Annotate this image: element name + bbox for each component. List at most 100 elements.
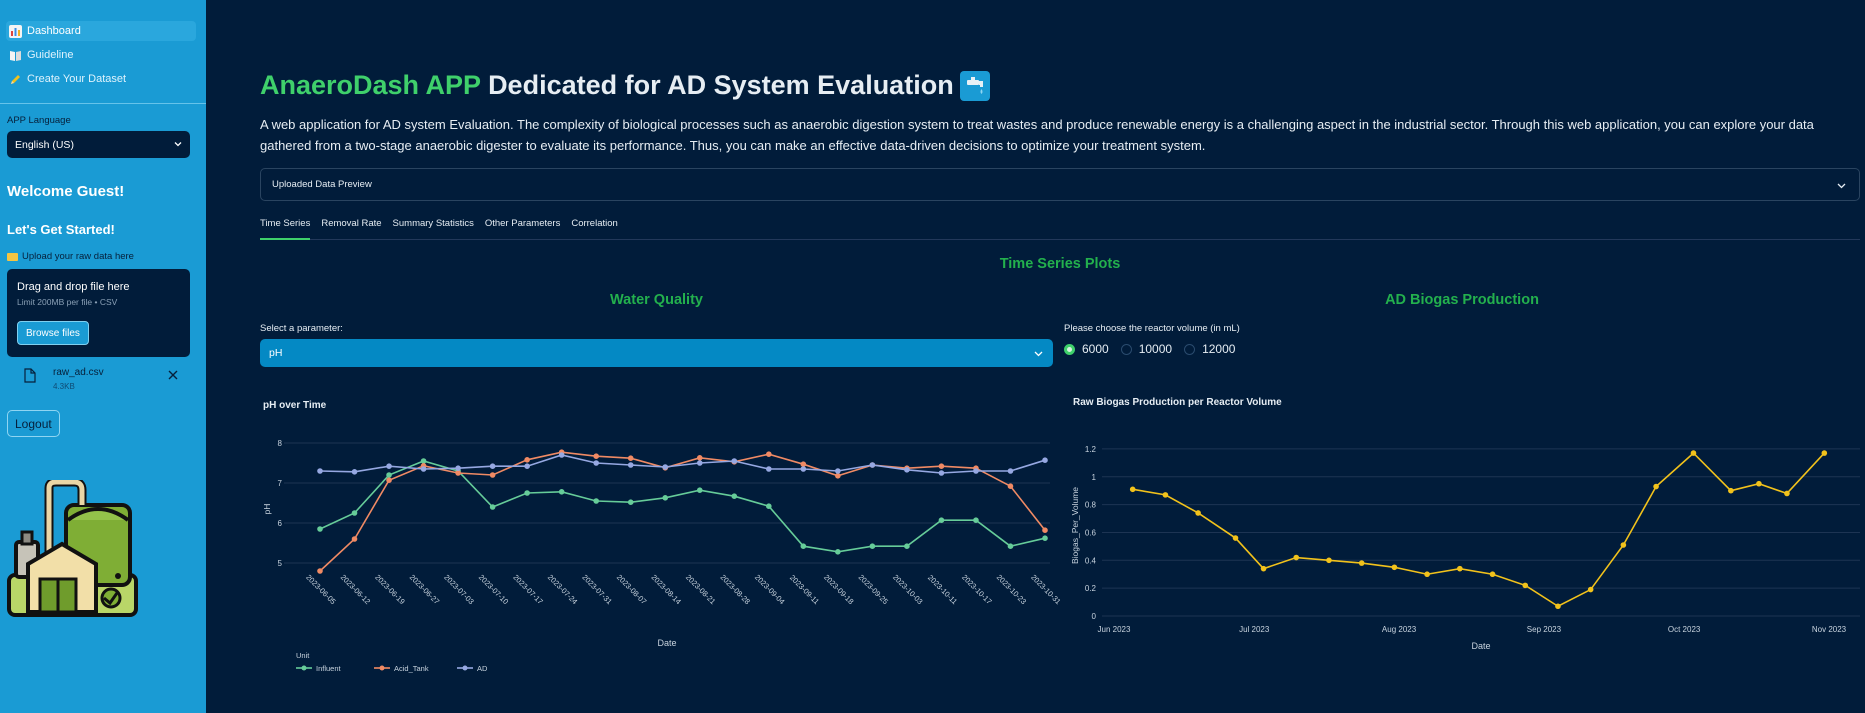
y-tick-label: 0.4 bbox=[1085, 556, 1097, 565]
data-preview-expander[interactable]: Uploaded Data Preview bbox=[260, 168, 1860, 201]
x-tick-label: 2023-08-14 bbox=[649, 573, 682, 606]
uploaded-file-size: 4.3KB bbox=[53, 382, 75, 391]
folder-icon bbox=[7, 252, 18, 261]
language-select[interactable]: English (US) bbox=[7, 131, 190, 158]
browse-files-button[interactable]: Browse files bbox=[17, 321, 89, 345]
data-point-ad bbox=[1042, 457, 1048, 463]
data-point-influent bbox=[662, 495, 669, 501]
series-line-ad bbox=[319, 454, 1046, 474]
tab-other-parameters[interactable]: Other Parameters bbox=[484, 218, 561, 229]
x-tick-label: 2023-06-12 bbox=[339, 573, 372, 606]
data-point-ad bbox=[524, 463, 530, 469]
y-tick-label: 5 bbox=[278, 559, 283, 568]
data-point-biogas bbox=[1129, 486, 1136, 493]
legend-swatch-point bbox=[379, 665, 385, 671]
water-quality-heading: Water Quality bbox=[610, 292, 703, 308]
nav-item-guideline[interactable]: Guideline bbox=[6, 45, 196, 65]
y-axis-label: pH bbox=[262, 504, 272, 515]
dropzone-title: Drag and drop file here bbox=[17, 281, 130, 293]
data-point-biogas bbox=[1391, 564, 1398, 571]
nav-item-create-dataset[interactable]: Create Your Dataset bbox=[6, 69, 196, 89]
x-tick-label: 2023-06-19 bbox=[373, 573, 406, 606]
data-point-influent bbox=[627, 499, 634, 505]
x-tick-label: Jul 2023 bbox=[1239, 625, 1270, 634]
x-tick-label: 2023-07-17 bbox=[511, 573, 544, 606]
radio-selected-icon bbox=[1064, 343, 1075, 355]
legend-entry: Influent bbox=[316, 664, 342, 673]
y-tick-label: 1.2 bbox=[1085, 445, 1097, 454]
data-point-acid_tank bbox=[351, 536, 358, 542]
data-point-acid_tank bbox=[489, 472, 496, 478]
data-point-biogas bbox=[1587, 586, 1594, 593]
data-point-ad bbox=[904, 467, 910, 473]
sidebar: Dashboard Guideline Create Your Dataset … bbox=[0, 0, 206, 713]
get-started-heading: Let's Get Started! bbox=[7, 222, 115, 237]
x-tick-label: 2023-10-17 bbox=[960, 573, 993, 606]
radio-label: 6000 bbox=[1082, 342, 1109, 356]
data-point-ad bbox=[351, 469, 358, 475]
data-point-ad bbox=[489, 463, 496, 469]
tab-removal-rate[interactable]: Removal Rate bbox=[321, 218, 382, 229]
tab-correlation[interactable]: Correlation bbox=[571, 218, 618, 229]
parameter-select-value: pH bbox=[269, 347, 283, 359]
radio-volume-10000[interactable]: 10000 bbox=[1120, 342, 1173, 356]
x-tick-label: Oct 2023 bbox=[1668, 625, 1701, 634]
data-point-biogas bbox=[1522, 582, 1529, 589]
data-point-influent bbox=[696, 487, 703, 493]
data-point-ad bbox=[800, 466, 807, 472]
data-point-biogas bbox=[1489, 571, 1496, 578]
x-tick-label: 2023-07-31 bbox=[580, 573, 613, 606]
data-point-ad bbox=[317, 468, 323, 474]
y-tick-label: 8 bbox=[278, 439, 283, 448]
parameter-select[interactable]: pH bbox=[260, 339, 1053, 367]
x-tick-label: 2023-08-28 bbox=[718, 573, 751, 606]
data-point-influent bbox=[317, 526, 323, 532]
bar-chart-icon bbox=[9, 24, 22, 38]
tab-summary-statistics[interactable]: Summary Statistics bbox=[392, 218, 474, 229]
legend-entry: Acid_Tank bbox=[394, 664, 429, 673]
data-point-biogas bbox=[1232, 535, 1239, 541]
data-point-ad bbox=[731, 458, 738, 464]
y-tick-label: 0.2 bbox=[1085, 584, 1097, 593]
parameter-select-label: Select a parameter: bbox=[260, 323, 343, 334]
x-tick-label: 2023-08-21 bbox=[684, 573, 717, 606]
close-icon[interactable] bbox=[167, 369, 179, 381]
tab-time-series[interactable]: Time Series bbox=[260, 218, 311, 240]
data-point-biogas bbox=[1293, 554, 1300, 561]
radio-volume-6000[interactable]: 6000 bbox=[1064, 342, 1109, 356]
x-tick-label: 2023-09-04 bbox=[753, 573, 786, 606]
radio-volume-12000[interactable]: 12000 bbox=[1184, 342, 1235, 356]
intro-paragraph: A web application for AD system Evaluati… bbox=[260, 117, 1814, 153]
data-point-influent bbox=[731, 493, 738, 499]
file-dropzone[interactable]: Drag and drop file here Limit 200MB per … bbox=[7, 269, 190, 357]
nav-item-dashboard[interactable]: Dashboard bbox=[6, 21, 196, 41]
data-point-ad bbox=[696, 460, 703, 466]
x-tick-label: 2023-07-10 bbox=[477, 573, 510, 606]
logout-button[interactable]: Logout bbox=[7, 410, 60, 437]
data-point-influent bbox=[351, 510, 358, 516]
data-point-ad bbox=[869, 462, 876, 468]
reactor-volume-label: Please choose the reactor volume (in mL) bbox=[1064, 323, 1240, 334]
water-tap-icon bbox=[959, 70, 990, 101]
language-select-value: English (US) bbox=[15, 138, 74, 151]
data-point-biogas bbox=[1424, 571, 1430, 578]
data-point-biogas bbox=[1457, 565, 1463, 572]
tab-bar: Time Series Removal Rate Summary Statist… bbox=[260, 218, 1860, 240]
data-point-ad bbox=[835, 468, 841, 474]
data-point-influent bbox=[973, 517, 979, 523]
file-icon bbox=[24, 368, 36, 383]
nav-label-dashboard: Dashboard bbox=[27, 25, 81, 37]
uploaded-file-row: raw_ad.csv 4.3KB bbox=[7, 364, 190, 396]
welcome-heading: Welcome Guest! bbox=[7, 183, 125, 200]
x-tick-label: 2023-10-03 bbox=[891, 573, 924, 606]
x-tick-label: 2023-07-24 bbox=[546, 573, 579, 606]
radio-label: 12000 bbox=[1202, 342, 1236, 356]
chevron-down-icon bbox=[1034, 351, 1043, 357]
data-point-biogas bbox=[1784, 490, 1790, 497]
chart-title: pH over Time bbox=[263, 400, 327, 411]
data-point-acid_tank bbox=[938, 463, 945, 469]
data-point-influent bbox=[1042, 535, 1048, 541]
data-point-biogas bbox=[1162, 492, 1169, 498]
page-title-accent: AnaeroDash APP bbox=[260, 70, 482, 100]
radio-label: 10000 bbox=[1138, 342, 1173, 356]
